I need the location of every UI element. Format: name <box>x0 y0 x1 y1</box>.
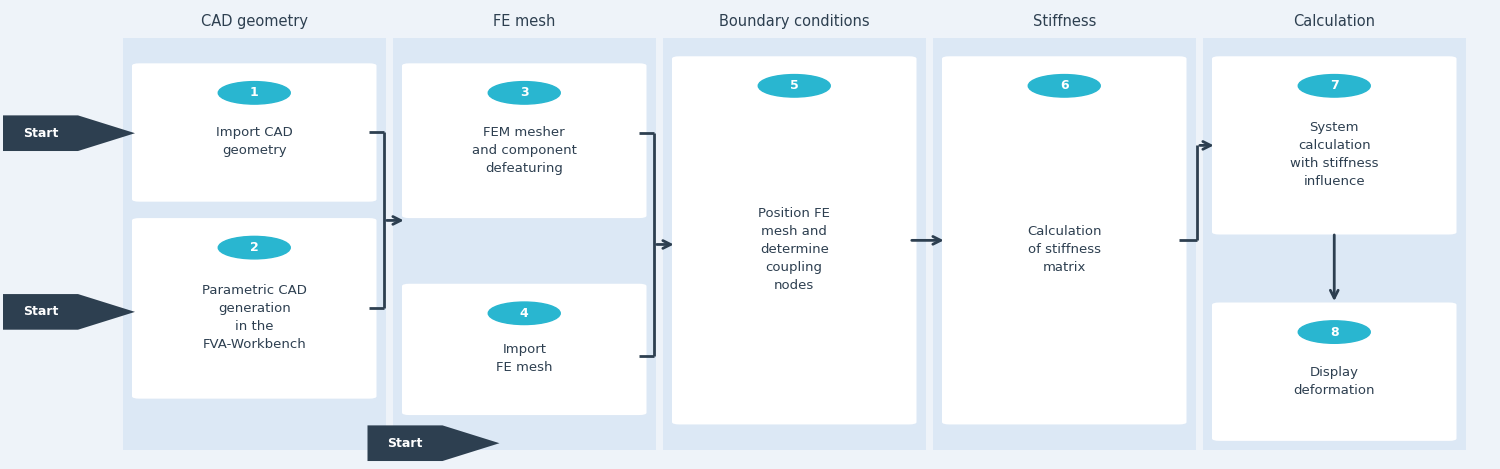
FancyBboxPatch shape <box>942 56 1186 424</box>
FancyBboxPatch shape <box>402 63 646 218</box>
Text: Stiffness: Stiffness <box>1032 14 1096 29</box>
Polygon shape <box>368 425 500 461</box>
Text: Import CAD
geometry: Import CAD geometry <box>216 126 292 158</box>
Text: FE mesh: FE mesh <box>494 14 555 29</box>
Circle shape <box>1298 75 1371 97</box>
FancyBboxPatch shape <box>933 38 1196 450</box>
Text: Calculation
of stiffness
matrix: Calculation of stiffness matrix <box>1028 225 1101 274</box>
FancyBboxPatch shape <box>1212 56 1456 234</box>
Text: Import
FE mesh: Import FE mesh <box>496 343 552 374</box>
Text: Position FE
mesh and
determine
coupling
nodes: Position FE mesh and determine coupling … <box>759 207 830 292</box>
Text: 2: 2 <box>251 241 258 254</box>
FancyBboxPatch shape <box>123 38 386 450</box>
Text: System
calculation
with stiffness
influence: System calculation with stiffness influe… <box>1290 121 1378 188</box>
Text: Parametric CAD
generation
in the
FVA-Workbench: Parametric CAD generation in the FVA-Wor… <box>202 284 306 351</box>
Text: Start: Start <box>22 127 58 140</box>
Circle shape <box>489 302 561 325</box>
Polygon shape <box>3 294 135 330</box>
Circle shape <box>217 82 291 104</box>
Text: Boundary conditions: Boundary conditions <box>718 14 870 29</box>
FancyBboxPatch shape <box>132 63 376 202</box>
Text: Calculation: Calculation <box>1293 14 1376 29</box>
FancyBboxPatch shape <box>672 56 916 424</box>
Text: 3: 3 <box>520 86 528 99</box>
Circle shape <box>758 75 831 97</box>
Text: 6: 6 <box>1060 79 1068 92</box>
Text: Start: Start <box>22 305 58 318</box>
Text: 7: 7 <box>1330 79 1338 92</box>
Circle shape <box>489 82 561 104</box>
Text: Display
deformation: Display deformation <box>1293 365 1376 397</box>
FancyBboxPatch shape <box>402 284 646 415</box>
Text: FEM mesher
and component
defeaturing: FEM mesher and component defeaturing <box>472 126 576 174</box>
Text: 5: 5 <box>790 79 798 92</box>
Text: CAD geometry: CAD geometry <box>201 14 308 29</box>
Text: 4: 4 <box>520 307 528 320</box>
Circle shape <box>1029 75 1100 97</box>
FancyBboxPatch shape <box>1203 38 1466 450</box>
FancyBboxPatch shape <box>132 218 376 399</box>
FancyBboxPatch shape <box>393 38 656 450</box>
Text: 8: 8 <box>1330 325 1338 339</box>
Polygon shape <box>3 115 135 151</box>
Text: Start: Start <box>387 437 423 450</box>
Circle shape <box>217 236 291 259</box>
Text: 1: 1 <box>251 86 258 99</box>
Circle shape <box>1298 321 1371 343</box>
FancyBboxPatch shape <box>1212 303 1456 441</box>
FancyBboxPatch shape <box>663 38 926 450</box>
